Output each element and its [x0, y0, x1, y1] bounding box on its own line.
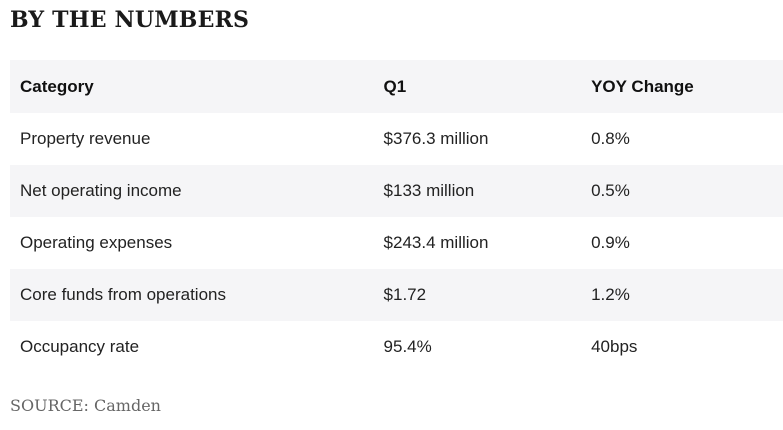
cell-category: Core funds from operations	[20, 285, 226, 304]
cell-q1: $133 million	[383, 181, 475, 200]
cell-category: Property revenue	[20, 129, 151, 148]
table-row: Net operating income $133 million 0.5%	[10, 165, 783, 217]
section-title: BY THE NUMBERS	[10, 7, 250, 33]
header-q1: Q1	[383, 76, 407, 96]
cell-q1: 95.4%	[383, 337, 432, 356]
cell-category: Operating expenses	[20, 233, 173, 252]
cell-yoy-change: 0.5%	[591, 181, 630, 200]
cell-yoy-change: 40bps	[591, 337, 638, 356]
source-credit: SOURCE: Camden	[10, 396, 161, 415]
table-header-row: Category Q1 YOY Change	[10, 60, 783, 113]
table-row: Core funds from operations $1.72 1.2%	[10, 269, 783, 321]
numbers-table: Category Q1 YOY Change Property revenue …	[10, 60, 783, 373]
cell-q1: $1.72	[383, 285, 427, 304]
cell-yoy-change: 0.9%	[591, 233, 630, 252]
header-category: Category	[20, 76, 94, 96]
table-row: Operating expenses $243.4 million 0.9%	[10, 217, 783, 269]
table-row: Property revenue $376.3 million 0.8%	[10, 113, 783, 165]
table-row: Occupancy rate 95.4% 40bps	[10, 321, 783, 373]
cell-category: Occupancy rate	[20, 337, 140, 356]
cell-category: Net operating income	[20, 181, 182, 200]
header-yoy-change: YOY Change	[591, 76, 694, 96]
cell-yoy-change: 1.2%	[591, 285, 630, 304]
cell-q1: $376.3 million	[383, 129, 489, 148]
cell-yoy-change: 0.8%	[591, 129, 630, 148]
cell-q1: $243.4 million	[383, 233, 489, 252]
